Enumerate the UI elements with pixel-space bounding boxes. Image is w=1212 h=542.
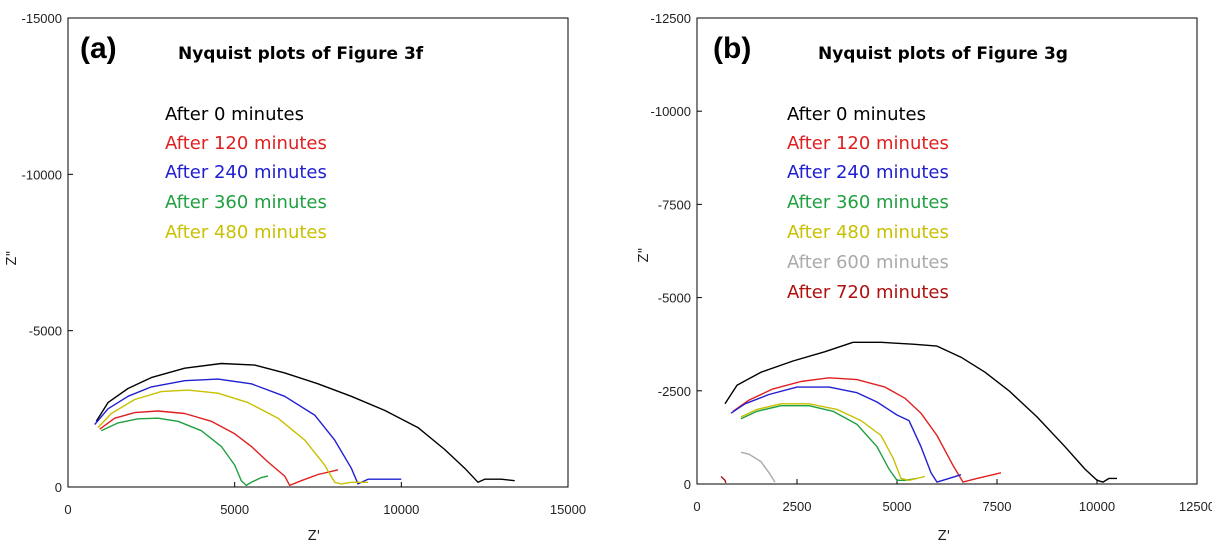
y-tick-label-b-0: 0: [684, 477, 691, 492]
legend-a: After 0 minutes After 120 minutes After …: [165, 104, 327, 243]
y-tick-label-b-1: -2500: [658, 384, 691, 399]
series-line-a-4: [97, 389, 368, 485]
x-axis-label-a: Z': [308, 529, 320, 542]
y-tick-label-a-3: -15000: [22, 11, 62, 26]
x-tick-label-b-4: 10000: [1079, 499, 1115, 514]
y-tick-label-a-0: 0: [55, 480, 62, 495]
y-tick-label-b-5: -12500: [651, 11, 691, 26]
legend-a-item-4: After 480 minutes: [165, 222, 327, 243]
legend-a-item-3: After 360 minutes: [165, 192, 327, 213]
series-line-b-0: [724, 341, 1117, 483]
series-b: [720, 341, 1117, 484]
series-line-b-4: [740, 403, 926, 481]
legend-b-item-4: After 480 minutes: [787, 222, 949, 243]
legend-a-item-0: After 0 minutes: [165, 104, 304, 125]
y-tick-label-b-2: -5000: [658, 291, 691, 306]
series-a: [94, 362, 515, 487]
y-axis-label-a: Z": [5, 251, 20, 266]
x-axis-label-b: Z': [938, 529, 950, 542]
legend-a-item-2: After 240 minutes: [165, 162, 327, 183]
series-line-a-3: [101, 417, 269, 487]
series-line-b-3: [740, 405, 918, 481]
y-axis-label-b: Z": [637, 248, 652, 263]
legend-b-item-3: After 360 minutes: [787, 192, 949, 213]
x-tick-label-a-1: 5000: [220, 502, 249, 517]
legend-b-item-2: After 240 minutes: [787, 162, 949, 183]
plot-frame-b: [696, 17, 1198, 485]
y-tick-label-b-4: -10000: [651, 104, 691, 119]
x-tick-label-b-2: 5000: [883, 499, 912, 514]
x-tick-label-b-0: 0: [693, 499, 700, 514]
xticks-b: 0 2500 5000 7500 10000 12500: [693, 479, 1212, 514]
y-tick-label-a-2: -10000: [22, 167, 62, 182]
plot-frame-a: [67, 17, 569, 488]
series-line-a-0: [95, 362, 515, 483]
series-line-b-5: [740, 451, 776, 483]
legend-b: After 0 minutes After 120 minutes After …: [787, 104, 949, 303]
series-line-a-1: [99, 410, 339, 487]
x-tick-label-a-2: 10000: [383, 502, 419, 517]
x-tick-label-b-1: 2500: [783, 499, 812, 514]
y-tick-label-a-1: -5000: [29, 324, 62, 339]
series-line-b-6: [720, 475, 727, 484]
legend-a-item-1: After 120 minutes: [165, 133, 327, 154]
x-tick-label-b-5: 12500: [1179, 499, 1212, 514]
legend-b-item-6: After 720 minutes: [787, 282, 949, 303]
xticks-a: 0 5000 10000 15000: [64, 482, 586, 517]
x-tick-label-b-3: 7500: [983, 499, 1012, 514]
yticks-b: 0 -2500 -5000 -7500 -10000 -12500: [651, 11, 702, 492]
yticks-a: 0 -5000 -10000 -15000: [22, 11, 73, 495]
panel-b: 0 2500 5000 7500 10000 12500 0 -2500 -5000 -7500…: [637, 11, 1212, 542]
legend-b-item-1: After 120 minutes: [787, 133, 949, 154]
legend-b-item-5: After 600 minutes: [787, 252, 949, 273]
panel-label-b: (b): [713, 32, 751, 65]
y-tick-label-b-3: -7500: [658, 197, 691, 212]
panel-title-a: Nyquist plots of Figure 3f: [178, 44, 424, 64]
series-line-b-1: [732, 377, 1002, 483]
panel-title-b: Nyquist plots of Figure 3g: [818, 44, 1068, 64]
x-tick-label-a-3: 15000: [550, 502, 586, 517]
legend-b-item-0: After 0 minutes: [787, 104, 926, 125]
panel-label-a: (a): [80, 32, 117, 65]
panel-a: 0 5000 10000 15000 0 -5000 -10000 -15000 (a) N…: [5, 11, 586, 542]
series-line-b-2: [730, 386, 962, 483]
x-tick-label-a-0: 0: [64, 502, 71, 517]
series-line-a-2: [94, 378, 402, 485]
